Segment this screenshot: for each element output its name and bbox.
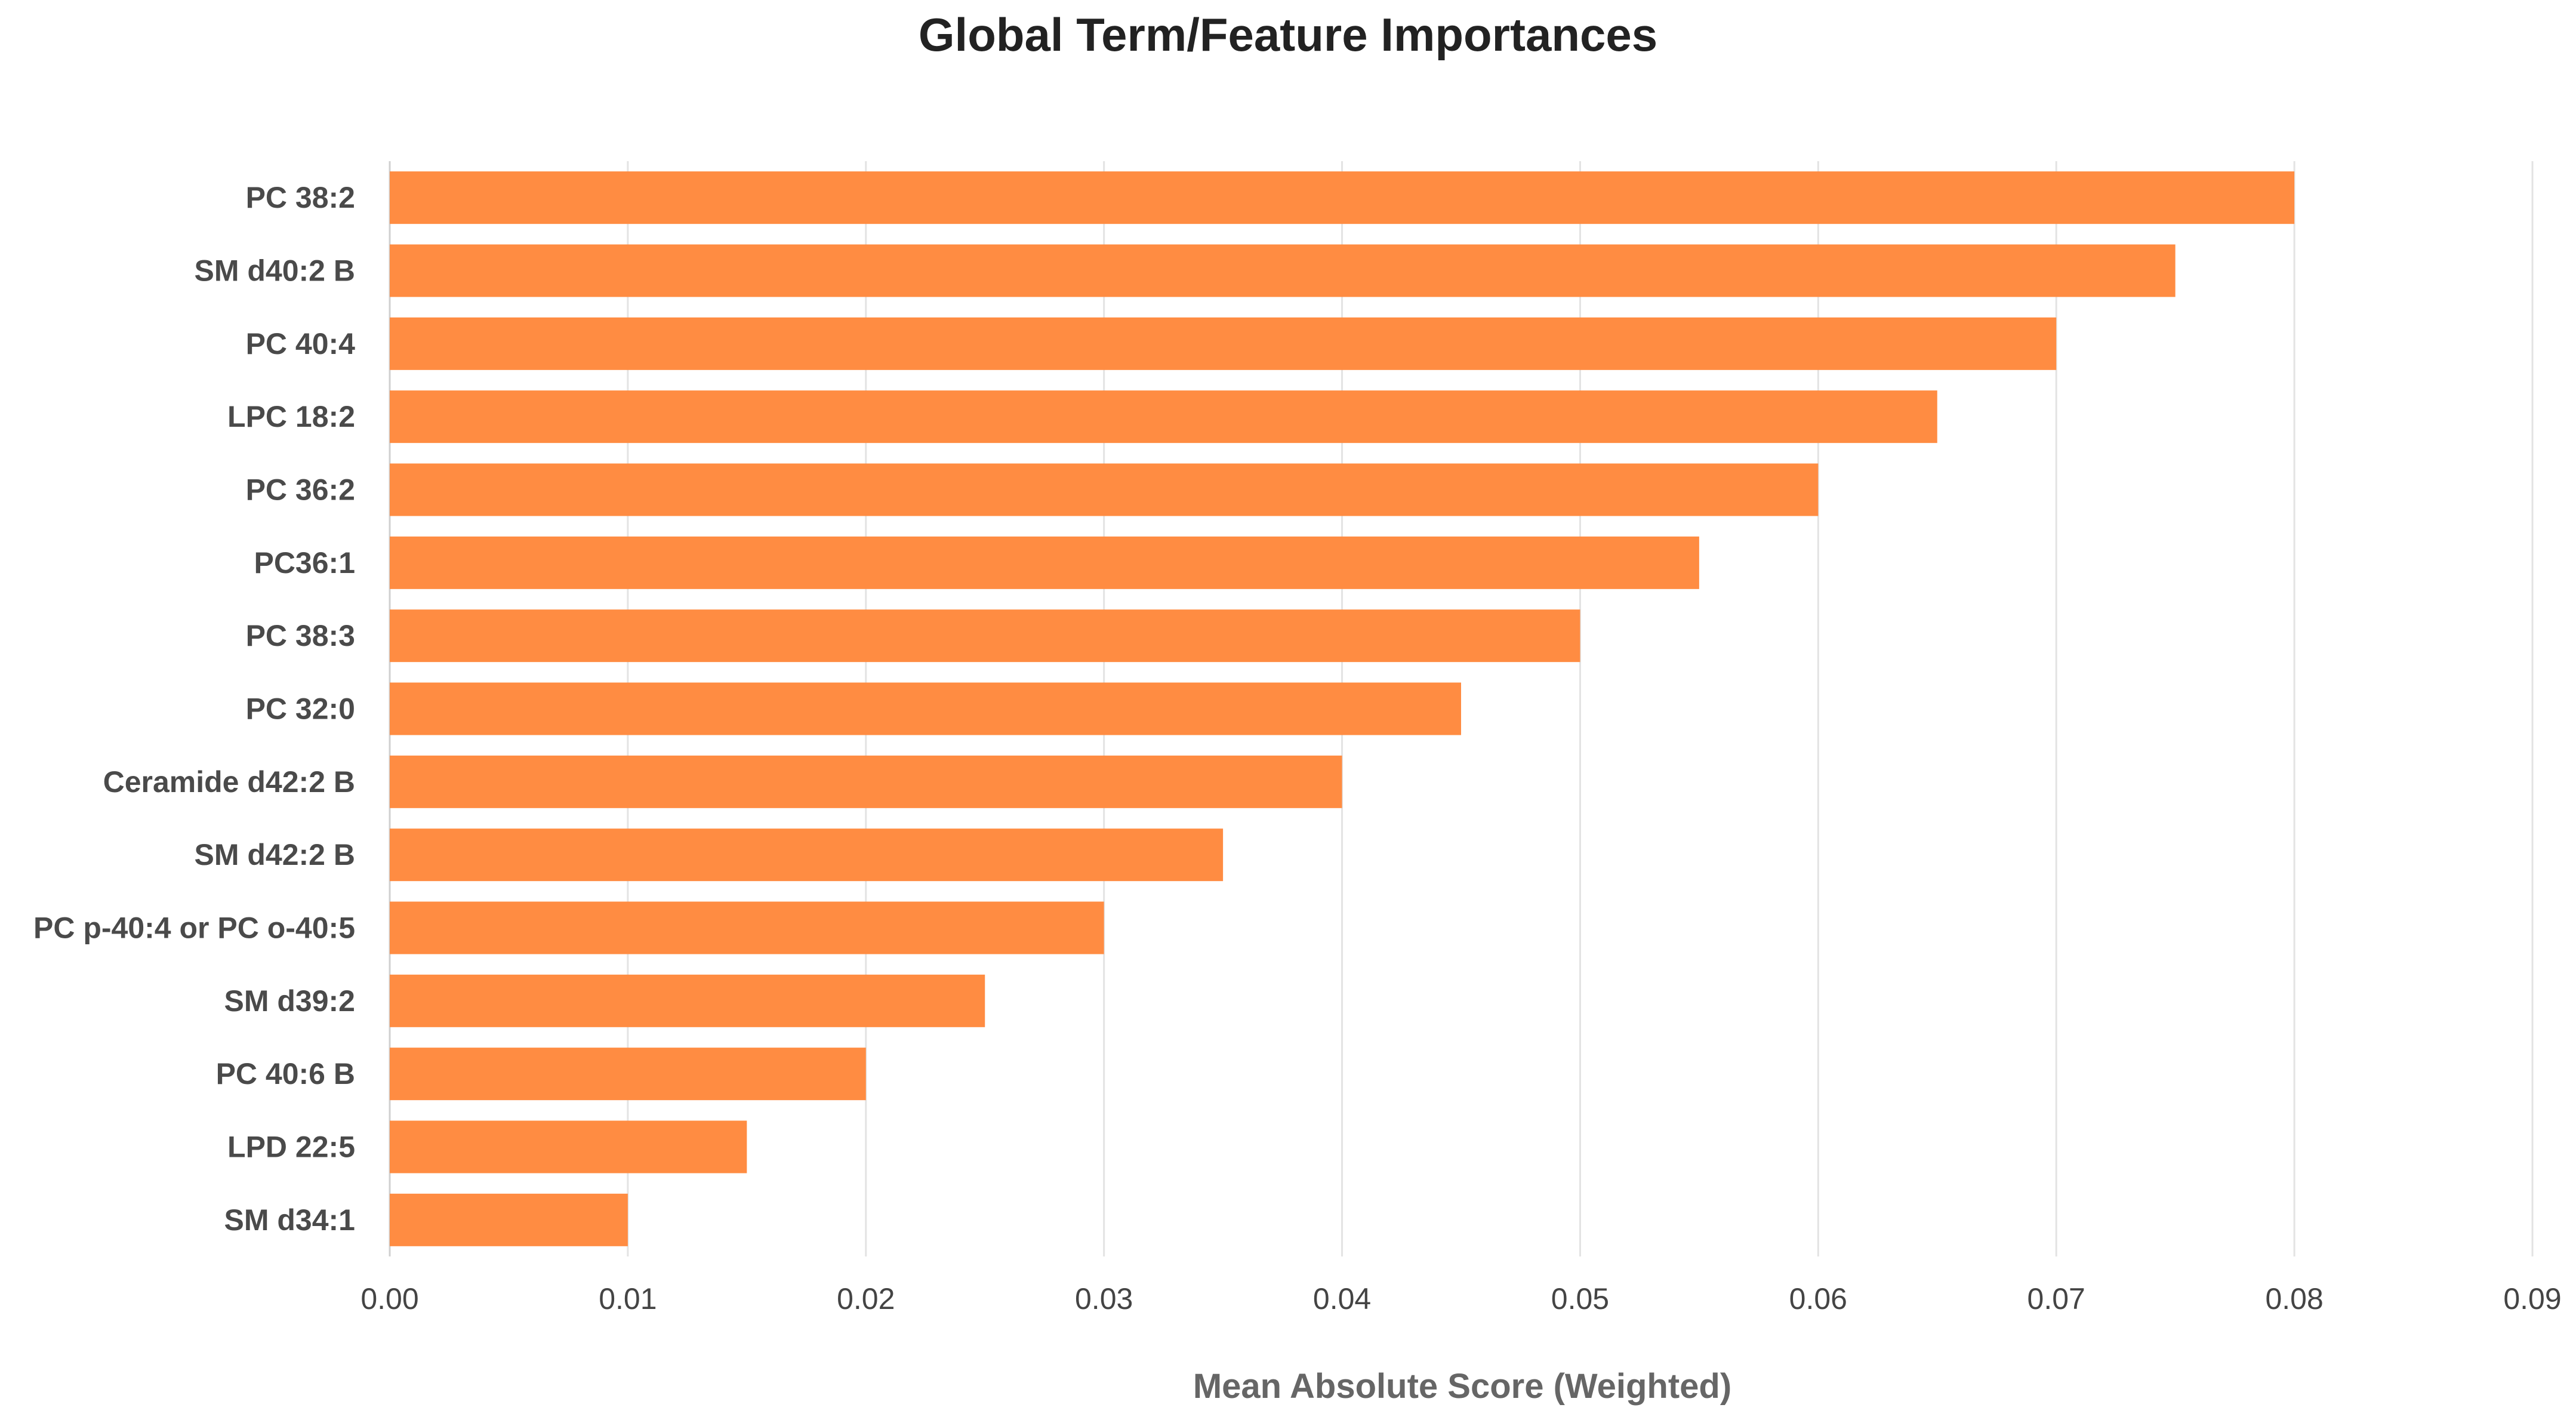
bar bbox=[390, 682, 1461, 735]
bar bbox=[390, 536, 1699, 589]
y-tick-label: PC 38:3 bbox=[246, 619, 355, 652]
bar bbox=[390, 317, 2057, 370]
y-tick-label: SM d34:1 bbox=[224, 1203, 355, 1237]
bar bbox=[390, 171, 2295, 224]
y-axis-tick-labels: PC 38:2 SM d40:2 B PC 40:4 LPC 18:2 PC 36:2 P… bbox=[33, 181, 355, 1237]
bar bbox=[390, 463, 1819, 516]
x-tick-label: 0.05 bbox=[1551, 1282, 1609, 1316]
y-tick-label: PC 40:6 B bbox=[216, 1057, 355, 1091]
bar bbox=[390, 755, 1342, 808]
x-tick-label: 0.03 bbox=[1075, 1282, 1133, 1316]
x-axis-tick-labels: 0.00 0.01 0.02 0.03 0.04 0.05 0.06 0.07 0.08 0.09 bbox=[360, 1282, 2561, 1316]
y-tick-label: Ceramide d42:2 B bbox=[103, 765, 355, 799]
bar bbox=[390, 901, 1104, 954]
y-tick-label: PC 38:2 bbox=[246, 181, 355, 214]
y-tick-label: PC36:1 bbox=[254, 546, 355, 580]
y-tick-label: LPC 18:2 bbox=[227, 400, 355, 433]
x-tick-label: 0.08 bbox=[2265, 1282, 2323, 1316]
bar bbox=[390, 390, 1937, 443]
y-tick-label: SM d40:2 B bbox=[194, 254, 355, 288]
x-tick-label: 0.04 bbox=[1313, 1282, 1371, 1316]
bars bbox=[390, 171, 2295, 1246]
x-tick-label: 0.00 bbox=[360, 1282, 418, 1316]
bar bbox=[390, 244, 2176, 297]
x-tick-label: 0.02 bbox=[837, 1282, 895, 1316]
y-tick-label: SM d39:2 bbox=[224, 984, 355, 1018]
bar bbox=[390, 1193, 628, 1246]
y-tick-label: PC 36:2 bbox=[246, 473, 355, 507]
y-tick-label: PC 40:4 bbox=[246, 327, 356, 361]
y-tick-label: SM d42:2 B bbox=[194, 838, 355, 871]
y-tick-label: LPD 22:5 bbox=[227, 1131, 355, 1164]
x-tick-label: 0.01 bbox=[599, 1282, 657, 1316]
bar bbox=[390, 609, 1580, 663]
bar bbox=[390, 1120, 747, 1173]
x-tick-label: 0.09 bbox=[2503, 1282, 2561, 1316]
y-tick-label: PC 32:0 bbox=[246, 692, 355, 726]
bar bbox=[390, 1048, 866, 1101]
bar bbox=[390, 828, 1224, 882]
chart-title: Global Term/Feature Importances bbox=[919, 8, 1657, 61]
x-tick-label: 0.07 bbox=[2027, 1282, 2085, 1316]
x-tick-label: 0.06 bbox=[1789, 1282, 1847, 1316]
bar bbox=[390, 974, 985, 1027]
x-axis-label: Mean Absolute Score (Weighted) bbox=[1193, 1367, 1731, 1406]
y-tick-label: PC p-40:4 or PC o-40:5 bbox=[33, 911, 355, 945]
